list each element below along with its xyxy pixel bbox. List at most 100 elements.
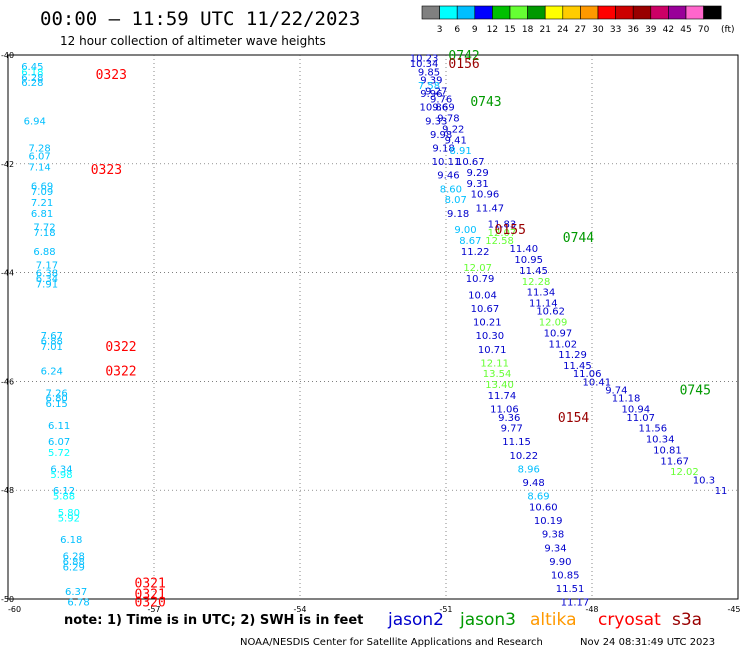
- legend-label: 15: [504, 25, 515, 35]
- x-tick-label: -48: [585, 605, 598, 614]
- swh-point-label: 10.34: [646, 435, 675, 446]
- swh-point-label: 10.97: [544, 328, 573, 339]
- plot-frame: [7, 54, 739, 600]
- swh-point-label: 11.29: [558, 350, 587, 361]
- y-tick-label: -46: [1, 377, 14, 386]
- swh-point-label: 7.18: [33, 228, 55, 239]
- legend-label: 24: [557, 25, 569, 35]
- swh-point-label: 11.06: [573, 369, 602, 380]
- swh-point-label: 11.22: [461, 247, 490, 258]
- swh-point-label: 10.96: [471, 190, 500, 201]
- legend-swatch: [685, 5, 704, 20]
- footer-credit: NOAA/NESDIS Center for Satellite Applica…: [240, 637, 543, 648]
- swh-point-label: 10.79: [466, 274, 495, 285]
- swh-point-label: 6.78: [67, 598, 89, 609]
- satellite-name: jason3: [459, 610, 516, 630]
- swh-point-label: 5.98: [50, 470, 72, 481]
- legend-swatch: [668, 5, 687, 20]
- pass-time-label: 0742: [448, 49, 479, 64]
- swh-point-label: 12.11: [480, 358, 509, 369]
- y-tick-label: -40: [1, 51, 14, 60]
- swh-point-label: 6.34: [50, 464, 72, 475]
- swh-point-label: 10.67: [471, 304, 500, 315]
- swh-point-label: 7.58: [418, 81, 440, 92]
- swh-point-label: 5.92: [58, 513, 80, 524]
- legend-swatch: [580, 5, 599, 20]
- swh-point-label: 10.86: [420, 103, 449, 114]
- swh-point-label: 11.14: [529, 299, 558, 310]
- y-tick-label: -42: [1, 160, 14, 169]
- legend-label: 30: [592, 25, 604, 35]
- swh-point-label: 11.02: [548, 339, 577, 350]
- legend-swatch: [456, 5, 476, 20]
- swh-point-label: 10.71: [478, 345, 507, 356]
- swh-point-label: 11.74: [488, 391, 517, 402]
- swh-point-label: 6.81: [31, 209, 53, 220]
- swh-point-label: 6.28: [21, 73, 43, 84]
- satellite-name: altika: [530, 610, 577, 630]
- legend-label: 36: [627, 25, 639, 35]
- swh-point-label: 6.18: [60, 535, 82, 546]
- pass-time-label: 0320: [135, 596, 166, 611]
- swh-point-label: 9.90: [549, 557, 571, 568]
- x-tick-label: -57: [147, 605, 160, 614]
- swh-point-label: 10.23: [410, 54, 439, 65]
- x-tick-label: -45: [727, 605, 740, 614]
- swh-point-label: 12.02: [670, 467, 699, 478]
- legend-label: 6: [454, 25, 460, 35]
- swh-point-label: 5.72: [48, 448, 70, 459]
- swh-point-label: 11.45: [519, 266, 548, 277]
- swh-point-label: 10.85: [551, 571, 580, 582]
- swh-point-label: 10.95: [514, 255, 543, 266]
- swh-point-label: 9.39: [420, 75, 442, 86]
- y-tick-label: -48: [1, 486, 14, 495]
- swh-point-label: 10.62: [536, 307, 565, 318]
- axis-tick-labels: -60 -57 -54 -51 -48 -45 -40 -42 -44 -46 -48 -50: [1, 51, 740, 614]
- swh-point-label: 9.00: [454, 225, 476, 236]
- legend-swatch: [703, 5, 722, 20]
- swh-point-label: 9.33: [425, 116, 447, 127]
- swh-point-label: 6.37: [65, 587, 87, 598]
- swh-point-label: 6.88: [33, 247, 55, 258]
- footer-note: note: 1) Time is in UTC; 2) SWH is in fe…: [64, 613, 363, 628]
- swh-point-label: 10.22: [510, 451, 539, 462]
- y-tick-label: -50: [1, 595, 14, 604]
- swh-point-label: 9.27: [425, 86, 447, 97]
- swh-point-label: 9.77: [501, 424, 523, 435]
- legend-swatch: [439, 5, 458, 20]
- legend-unit: (ft): [721, 25, 735, 35]
- pass-time-label: 0322: [105, 365, 136, 380]
- swh-point-label: 6.88: [41, 337, 63, 348]
- swh-point-label: 12.09: [539, 318, 568, 329]
- swh-point-label: 6.88: [63, 557, 85, 568]
- swh-point-label: 9.22: [442, 124, 464, 135]
- swh-point-label: 9.18: [447, 209, 469, 220]
- legend-swatch: [650, 5, 669, 20]
- satellite-legend: jason2 jason3 altika cryosat s3a: [387, 610, 702, 630]
- swh-point-label: 6.94: [24, 116, 46, 127]
- x-tick-label: -60: [8, 605, 21, 614]
- legend-label: 21: [539, 25, 550, 35]
- legend-label: 42: [663, 25, 674, 35]
- legend-swatch: [632, 5, 652, 20]
- swh-point-label: 10.34: [410, 59, 439, 70]
- swh-point-label: 8.67: [459, 236, 481, 247]
- y-tick-label: -44: [1, 269, 14, 278]
- swh-point-label: 6.12: [53, 486, 75, 497]
- swh-point-label: 10.11: [432, 157, 461, 168]
- satellite-name: cryosat: [598, 610, 661, 630]
- swh-point-label: 10.81: [653, 445, 682, 456]
- swh-point-label: 6.24: [41, 367, 63, 378]
- pass-time-label: 0744: [563, 231, 594, 246]
- swh-point-label: 5.88: [53, 492, 75, 503]
- swh-point-label: 11.56: [639, 424, 668, 435]
- swh-point-label: 9.46: [437, 171, 459, 182]
- swh-point-label: 10.19: [534, 516, 563, 527]
- swh-point-label: 6.28: [21, 78, 43, 89]
- swh-point-label: 11.06: [490, 405, 519, 416]
- swh-point-label: 10.21: [473, 318, 502, 329]
- pass-time-label: 0745: [680, 384, 711, 399]
- pass-time-label: 0323: [91, 163, 122, 178]
- swh-point-label: 11.40: [510, 244, 539, 255]
